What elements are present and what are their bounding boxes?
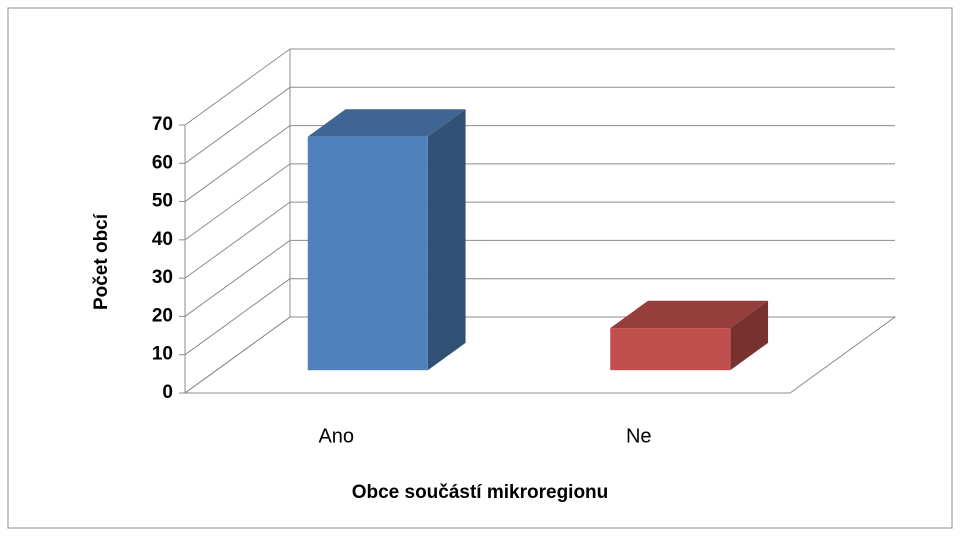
- y-tick-label: 70: [152, 114, 173, 135]
- bar-top: [610, 300, 769, 329]
- side-grid-line: [184, 125, 291, 202]
- side-grid-line: [184, 163, 291, 241]
- side-grid-line: [184, 48, 291, 126]
- bar: [307, 136, 428, 371]
- bar-side: [730, 300, 769, 371]
- side-grid-line: [184, 201, 291, 279]
- y-tick-label: 0: [162, 382, 173, 403]
- y-axis-title: Počet obcí: [91, 213, 112, 310]
- chart-frame: [7, 7, 953, 529]
- y-tick-label: 20: [152, 305, 173, 326]
- side-grid-line: [184, 240, 291, 317]
- x-tick-label: Ne: [626, 425, 652, 447]
- side-grid-line: [184, 316, 291, 394]
- side-grid-line: [184, 86, 291, 164]
- y-tick-label: 60: [152, 152, 173, 173]
- bar-top: [307, 109, 466, 137]
- bar: [610, 328, 731, 371]
- y-tick-label: 30: [152, 267, 173, 288]
- x-axis-title: Obce součástí mikroregionu: [352, 482, 609, 503]
- side-grid-line: [184, 278, 291, 356]
- x-tick-label: Ano: [318, 425, 354, 447]
- bar-side: [427, 109, 466, 371]
- y-tick-label: 40: [152, 229, 173, 250]
- y-tick-label: 50: [152, 191, 173, 212]
- y-tick-label: 10: [152, 344, 173, 365]
